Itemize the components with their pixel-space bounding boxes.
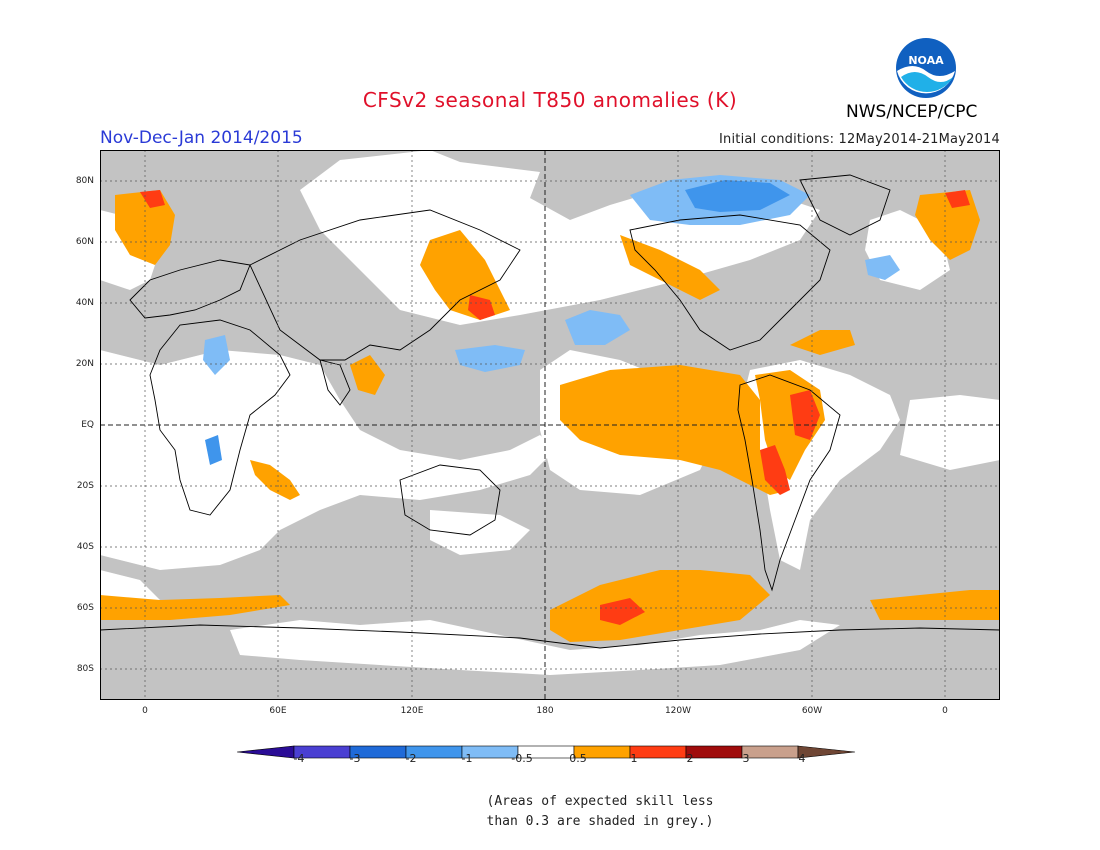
anomaly-map: [100, 150, 1000, 700]
map-title: CFSv2 seasonal T850 anomalies (K): [362, 88, 738, 112]
map-frame: [100, 150, 1000, 700]
legend-tick-m1: -1: [461, 752, 473, 765]
legend-tick-m2: -2: [405, 752, 417, 765]
legend-tick-p3: 3: [742, 752, 750, 765]
lat-label-60s: 60S: [76, 603, 94, 613]
strong-cool-anomaly-regions: [205, 180, 790, 465]
legend-tick-p05: 0.5: [569, 752, 587, 765]
color-swatch-10: [797, 745, 856, 759]
lat-label-40s: 40S: [76, 542, 94, 552]
equator-dateline: [100, 150, 1000, 700]
color-scale-bar: [237, 745, 856, 759]
logo-text: NOAA: [908, 54, 944, 67]
strong-warm-anomaly-regions: [140, 190, 970, 625]
legend-tick-m05: -0.5: [511, 752, 533, 765]
initial-conditions: Initial conditions: 12May2014-21May2014: [719, 132, 1000, 147]
lon-label-0-right: 0: [942, 706, 948, 716]
lon-label-60e: 60E: [269, 706, 287, 716]
legend-tick-p2: 2: [686, 752, 694, 765]
lat-label-20n: 20N: [75, 359, 94, 369]
lat-label-60n: 60N: [75, 237, 94, 247]
color-swatches: [237, 745, 856, 759]
noaa-logo-icon: NOAA: [896, 38, 956, 98]
forecast-period: Nov-Dec-Jan 2014/2015: [100, 128, 303, 148]
skill-note-line-1: (Areas of expected skill less: [486, 794, 714, 809]
lat-label-80s: 80S: [76, 664, 94, 674]
lon-label-120e: 120E: [400, 706, 424, 716]
legend-tick-m3: -3: [349, 752, 361, 765]
org-name: NWS/NCEP/CPC: [846, 102, 978, 122]
lon-label-0-left: 0: [142, 706, 148, 716]
lon-label-120w: 120W: [664, 706, 692, 716]
legend-tick-m4: -4: [293, 752, 305, 765]
skill-note: (Areas of expected skill less than 0.3 a…: [460, 792, 740, 832]
lat-label-40n: 40N: [75, 298, 94, 308]
lon-label-180: 180: [536, 706, 554, 716]
lat-label-eq: EQ: [81, 420, 94, 430]
lat-label-20s: 20S: [76, 481, 94, 491]
lat-label-80n: 80N: [75, 176, 94, 186]
legend-tick-p1: 1: [630, 752, 638, 765]
legend-tick-p4: 4: [798, 752, 806, 765]
lon-label-60w: 60W: [801, 706, 823, 716]
skill-note-line-2: than 0.3 are shaded in grey.): [486, 814, 714, 829]
